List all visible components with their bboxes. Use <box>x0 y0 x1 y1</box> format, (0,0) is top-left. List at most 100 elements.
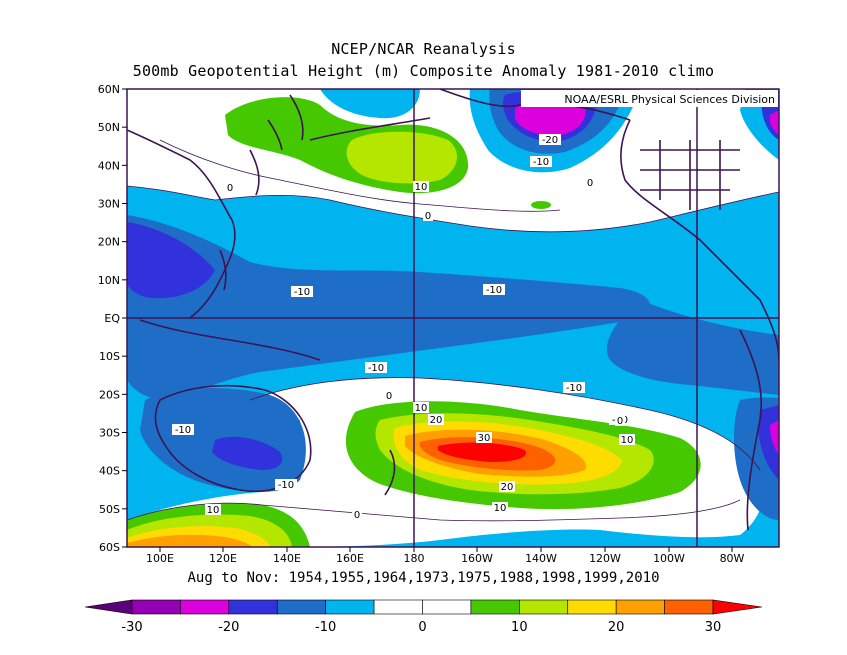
kamchatka-coast <box>289 94 304 141</box>
tropical-low-band <box>127 215 650 400</box>
lon-label: 160E <box>336 552 364 565</box>
contour-label: 20 <box>501 482 514 493</box>
contour-label-bg <box>205 504 221 515</box>
contour-label-bg <box>476 432 492 443</box>
north-america-coast <box>620 119 779 361</box>
contour-label: -10 <box>533 157 549 168</box>
asia-coast <box>127 129 236 319</box>
contour-label: 0 <box>617 416 623 427</box>
lon-label: 100E <box>146 552 174 565</box>
contour-label-bg <box>499 481 515 492</box>
colorbar-end-left <box>84 599 133 615</box>
w-pacific-low <box>127 222 215 299</box>
contour-label: 0 <box>227 183 233 194</box>
small-high-cell <box>531 201 551 209</box>
contour-label-bg <box>291 286 313 297</box>
contour-label: 0 <box>386 391 392 402</box>
colorbar-swatch <box>373 599 423 615</box>
atlantic-low-core <box>769 110 779 135</box>
contour-label: 0 <box>425 211 431 222</box>
lat-label: 50N <box>98 121 120 134</box>
map-title: NCEP/NCAR Reanalysis <box>331 40 516 58</box>
lat-label: EQ <box>104 312 120 325</box>
lat-label: 20N <box>98 236 120 249</box>
contour-label-bg <box>172 424 194 435</box>
lon-label: 140E <box>273 552 301 565</box>
lon-label: 80W <box>720 552 745 565</box>
s-pacific-high-core <box>438 442 526 462</box>
lon-label: 140W <box>525 552 557 565</box>
colorbar-label: -20 <box>218 620 239 635</box>
contour-label: -10 <box>368 363 384 374</box>
contour-label: -10 <box>566 383 582 394</box>
contour-label-bg <box>384 390 394 401</box>
colorbar-end-right <box>712 599 763 615</box>
colorbar-swatch <box>422 599 472 615</box>
southern-ocean-high-orange <box>127 534 252 547</box>
contour-label: -10 <box>278 480 294 491</box>
lat-label: 30S <box>99 427 120 440</box>
lat-label: 40S <box>99 465 120 478</box>
credit-box <box>521 90 778 107</box>
alaska-coast <box>439 89 631 121</box>
colorbar: -30 -20 -10 0 10 20 30 <box>84 599 763 635</box>
new-zealand <box>384 449 396 496</box>
lon-label: 160W <box>461 552 493 565</box>
contour-label-bg <box>413 181 429 192</box>
contour-label: 10 <box>415 182 428 193</box>
colorbar-swatch <box>180 599 230 615</box>
contour-label: 10 <box>207 505 220 516</box>
contour-label-bg <box>423 210 433 221</box>
colorbar-swatch <box>131 599 181 615</box>
lon-label: 100W <box>653 552 685 565</box>
colorbar-swatch <box>228 599 278 615</box>
australia-low-inner <box>212 436 283 470</box>
aleutian-chain <box>309 117 431 141</box>
south-america-coast <box>739 329 763 531</box>
contour-label: 10 <box>415 403 428 414</box>
contour-label-bg <box>492 502 508 513</box>
lat-label: 10S <box>99 350 120 363</box>
lat-label: 40N <box>98 159 120 172</box>
colorbar-label: 30 <box>705 620 722 635</box>
contour-label-bg <box>619 434 635 445</box>
colorbar-label: -10 <box>315 620 336 635</box>
contour-label: 20 <box>430 415 443 426</box>
philippines <box>219 249 227 291</box>
contour-label: -10 <box>175 425 191 436</box>
lat-label: 20S <box>99 388 120 401</box>
japan-coast <box>249 119 283 196</box>
se-pacific-low-core <box>770 420 779 455</box>
us-states-grid <box>640 140 740 210</box>
contour-label-bg <box>563 382 585 393</box>
lon-label: 120E <box>209 552 237 565</box>
contour-label: 0 <box>354 510 360 521</box>
contour-label-bg <box>365 362 387 373</box>
contour-label-bg <box>539 134 561 145</box>
colorbar-label: 20 <box>608 620 625 635</box>
lat-label: 60S <box>99 541 120 554</box>
colorbar-swatch <box>470 599 520 615</box>
contour-label-bg <box>585 177 595 188</box>
contour-labels: -20-1001000-10-10-10-10-10-10-1001020301… <box>172 134 635 521</box>
lat-label: 60N <box>98 83 120 96</box>
contour-label-bg <box>225 182 235 193</box>
north-neutral-tail <box>127 118 240 175</box>
colorbar-label: 10 <box>511 620 528 635</box>
colorbar-swatch <box>664 599 714 615</box>
lat-label: 50S <box>99 503 120 516</box>
lon-label: 180 <box>404 552 425 565</box>
colorbar-label: 0 <box>418 620 426 635</box>
map-subtitle: 500mb Geopotential Height (m) Composite … <box>132 62 715 80</box>
contour-label: -10 <box>486 285 502 296</box>
tropical-low-east <box>606 300 779 395</box>
latitude-labels: 60N 50N 40N 30N 20N 10N EQ 10S 20S 30S 40S 50S 60S <box>98 83 127 554</box>
contour-label: 0 <box>587 178 593 189</box>
lat-label: 10N <box>98 274 120 287</box>
contour-label-bg <box>275 479 297 490</box>
longitude-labels: 100E 120E 140E 160E 180 160W 140W 120W 100W 80W <box>146 547 745 565</box>
lat-label: 30N <box>98 198 120 211</box>
colorbar-swatch <box>276 599 326 615</box>
contour-label-bg <box>530 156 552 167</box>
